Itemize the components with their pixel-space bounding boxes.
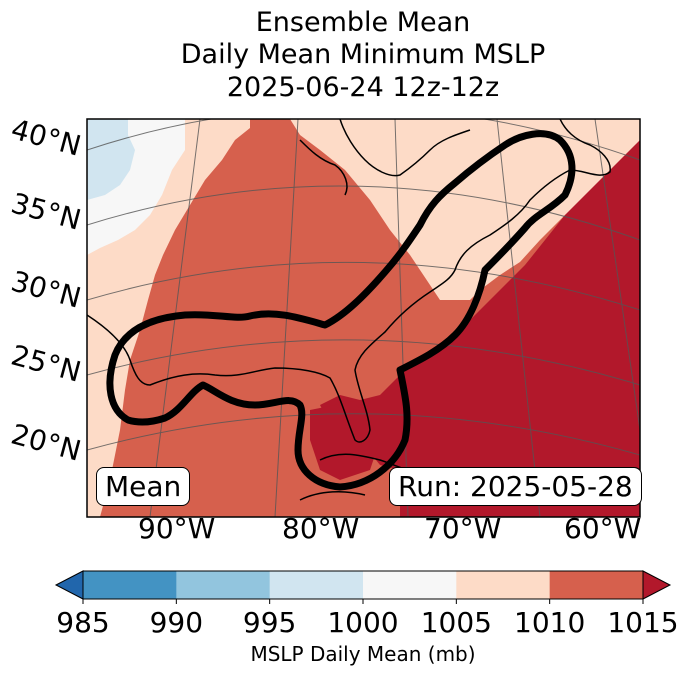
colorbar-segment	[363, 571, 457, 599]
lon-label-60w: 60°W	[564, 512, 642, 545]
mean-label-box: Mean	[96, 467, 191, 506]
colorbar-segment	[456, 571, 551, 599]
lon-label-90w: 90°W	[138, 512, 216, 545]
colorbar	[54, 570, 672, 604]
colorbar-segment	[83, 571, 177, 599]
colorbar-tick-label: 985	[56, 606, 110, 639]
lon-label-70w: 70°W	[424, 512, 502, 545]
lon-label-80w: 80°W	[282, 512, 360, 545]
colorbar-label: MSLP Daily Mean (mb)	[250, 642, 476, 666]
map-frame	[86, 118, 641, 518]
field-1015-atlantic	[320, 140, 640, 517]
colorbar-extend-low	[54, 570, 84, 600]
title-line-1: Ensemble Mean	[255, 7, 471, 38]
field-1005-1010-northeast	[290, 119, 640, 300]
colorbar-segment	[269, 571, 364, 599]
title-line-3: 2025-06-24 12z-12z	[226, 72, 500, 103]
ensemble-contour	[106, 130, 576, 491]
colorbar-tick-label: 1010	[514, 606, 586, 639]
title-line-2: Daily Mean Minimum MSLP	[180, 39, 546, 70]
colorbar-tick-label: 1015	[607, 606, 679, 639]
field-1015-caribbean	[310, 400, 380, 480]
colorbar-tick-label: 990	[149, 606, 204, 639]
colorbar-segment	[549, 571, 644, 599]
map-plot-area	[87, 119, 640, 517]
colorbar-tick-label: 1005	[420, 606, 492, 639]
colorbar-tick-label: 1000	[327, 606, 399, 639]
run-date-box: Run: 2025-05-28	[389, 467, 642, 506]
colorbar-extend-high	[642, 570, 672, 600]
colorbar-segment	[176, 571, 271, 599]
colorbar-tick-label: 995	[242, 606, 297, 639]
